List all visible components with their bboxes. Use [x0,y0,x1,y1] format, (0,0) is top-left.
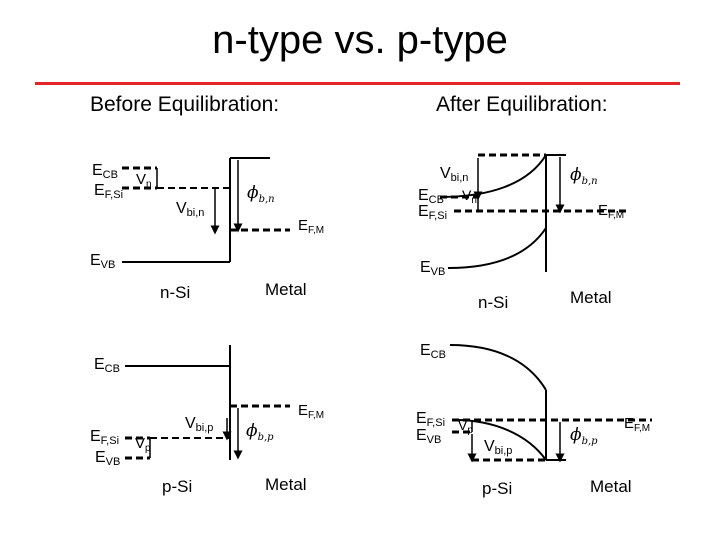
evb-band-bent [447,227,547,269]
slide-title: n-type vs. p-type [212,18,508,62]
metal-label: Metal [570,288,612,307]
vn-label: Vn [462,187,477,206]
phibn-label: ϕb,n [247,183,275,205]
heading-after: After Equilibration: [436,93,608,116]
phibp-label: ϕb,p [246,421,274,443]
heading-before: Before Equilibration: [90,93,280,116]
metal-label: Metal [265,280,307,299]
phibp-label: ϕb,p [570,425,598,447]
panel-n-after: Vbi,n ECB EF,Si Vn ϕb,n EF,M EVB n-Si Me… [418,153,626,312]
p-si-label: p-Si [482,479,512,498]
ecb-label: ECB [418,187,444,206]
n-si-label: n-Si [160,283,190,302]
vp-label: Vp [135,435,151,454]
evb-label: EVB [420,259,445,278]
ef-m-label: EF,M [298,402,324,421]
p-si-label: p-Si [162,477,192,496]
n-si-label: n-Si [478,293,508,312]
title-underline [35,82,680,85]
panel-p-before: ECB EF,Si EVB Vp Vbi,p ϕb,p EF,M p-Si Me… [90,345,324,496]
ecb-band-bent [449,344,547,391]
ecb-label: ECB [94,356,120,375]
metal-label: Metal [590,477,632,496]
evb-label: EVB [95,449,120,468]
vbip-label: Vbi,p [484,438,512,457]
ef-si-label: EF,Si [90,428,119,447]
ef-m-label: EF,M [298,217,324,236]
vp-label: Vp [458,417,473,436]
ef-m-label: EF,M [598,202,624,221]
vbin-label: Vbi,n [176,200,204,219]
metal-label: Metal [265,475,307,494]
vbip-label: Vbi,p [185,415,213,434]
phibn-label: ϕb,n [570,165,598,187]
vbin-label: Vbi,n [440,165,468,184]
ecb-label: ECB [420,342,446,361]
panel-n-before: ECB EF,Si Vn Vbi,n ϕb,n EF,M EVB n-Si Me… [90,157,324,302]
evb-label: EVB [416,427,441,446]
evb-label: EVB [90,252,115,271]
vn-label: Vn [136,171,152,190]
ef-si-label: EF,Si [418,203,447,222]
ef-si-label: EF,Si [94,182,123,201]
ef-si-label: EF,Si [416,410,445,429]
ef-m-label: EF,M [624,415,650,434]
panel-p-after: ECB EF,Si EVB Vp Vbi,p ϕb,p EF,M p-Si Me… [416,342,652,498]
ecb-label: ECB [92,162,118,181]
